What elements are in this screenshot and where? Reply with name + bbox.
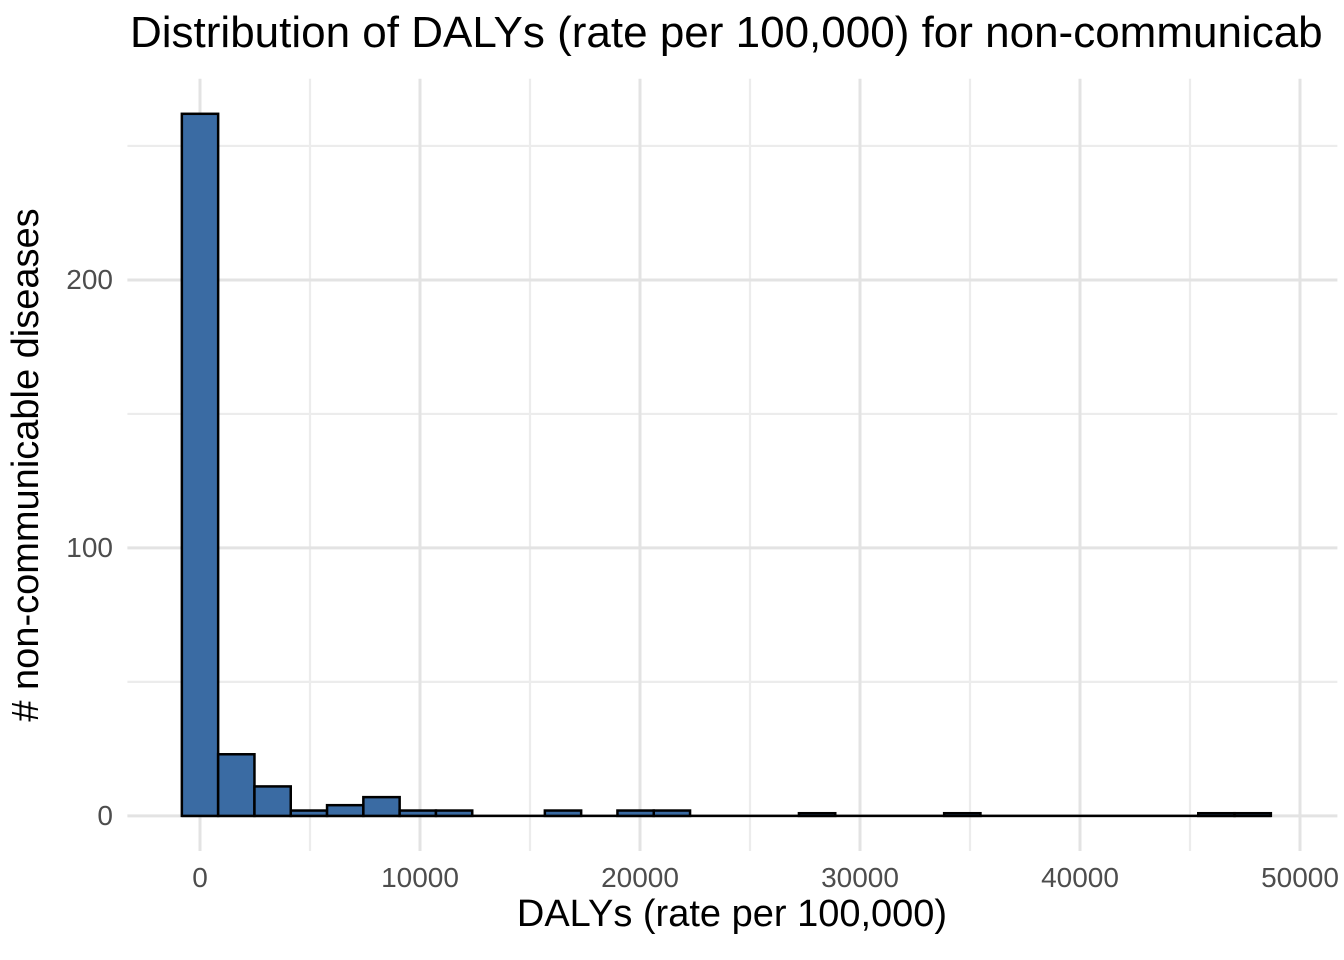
histogram-bar (216, 753, 256, 818)
x-tick-label: 0 (192, 862, 208, 893)
y-tick-label: 200 (66, 263, 113, 295)
chart-title: Distribution of DALYs (rate per 100,000)… (130, 8, 1323, 57)
y-tick-label: 0 (97, 799, 113, 831)
x-tick-label: 30000 (821, 862, 899, 893)
x-axis-title: DALYs (rate per 100,000) (516, 893, 948, 935)
histogram-bar (398, 809, 438, 818)
histogram-bar (942, 811, 982, 818)
histogram-bar (325, 803, 365, 818)
y-tick-label: 100 (66, 531, 113, 563)
histogram-bar (434, 809, 474, 818)
histogram-bar (652, 809, 692, 818)
x-tick-label: 40000 (1041, 862, 1119, 893)
histogram-bar (1197, 811, 1236, 818)
histogram-bar (797, 811, 837, 818)
histogram-bar (253, 785, 292, 818)
x-tick-label: 50000 (1261, 862, 1339, 893)
histogram-bar (616, 809, 656, 818)
histogram-bar (543, 809, 583, 818)
histogram-bar (180, 112, 220, 818)
histogram-bar (289, 809, 329, 818)
histogram-bar (1233, 811, 1273, 818)
histogram-bar (362, 795, 401, 818)
x-tick-label: 20000 (601, 862, 679, 893)
x-tick-label: 10000 (381, 862, 459, 893)
